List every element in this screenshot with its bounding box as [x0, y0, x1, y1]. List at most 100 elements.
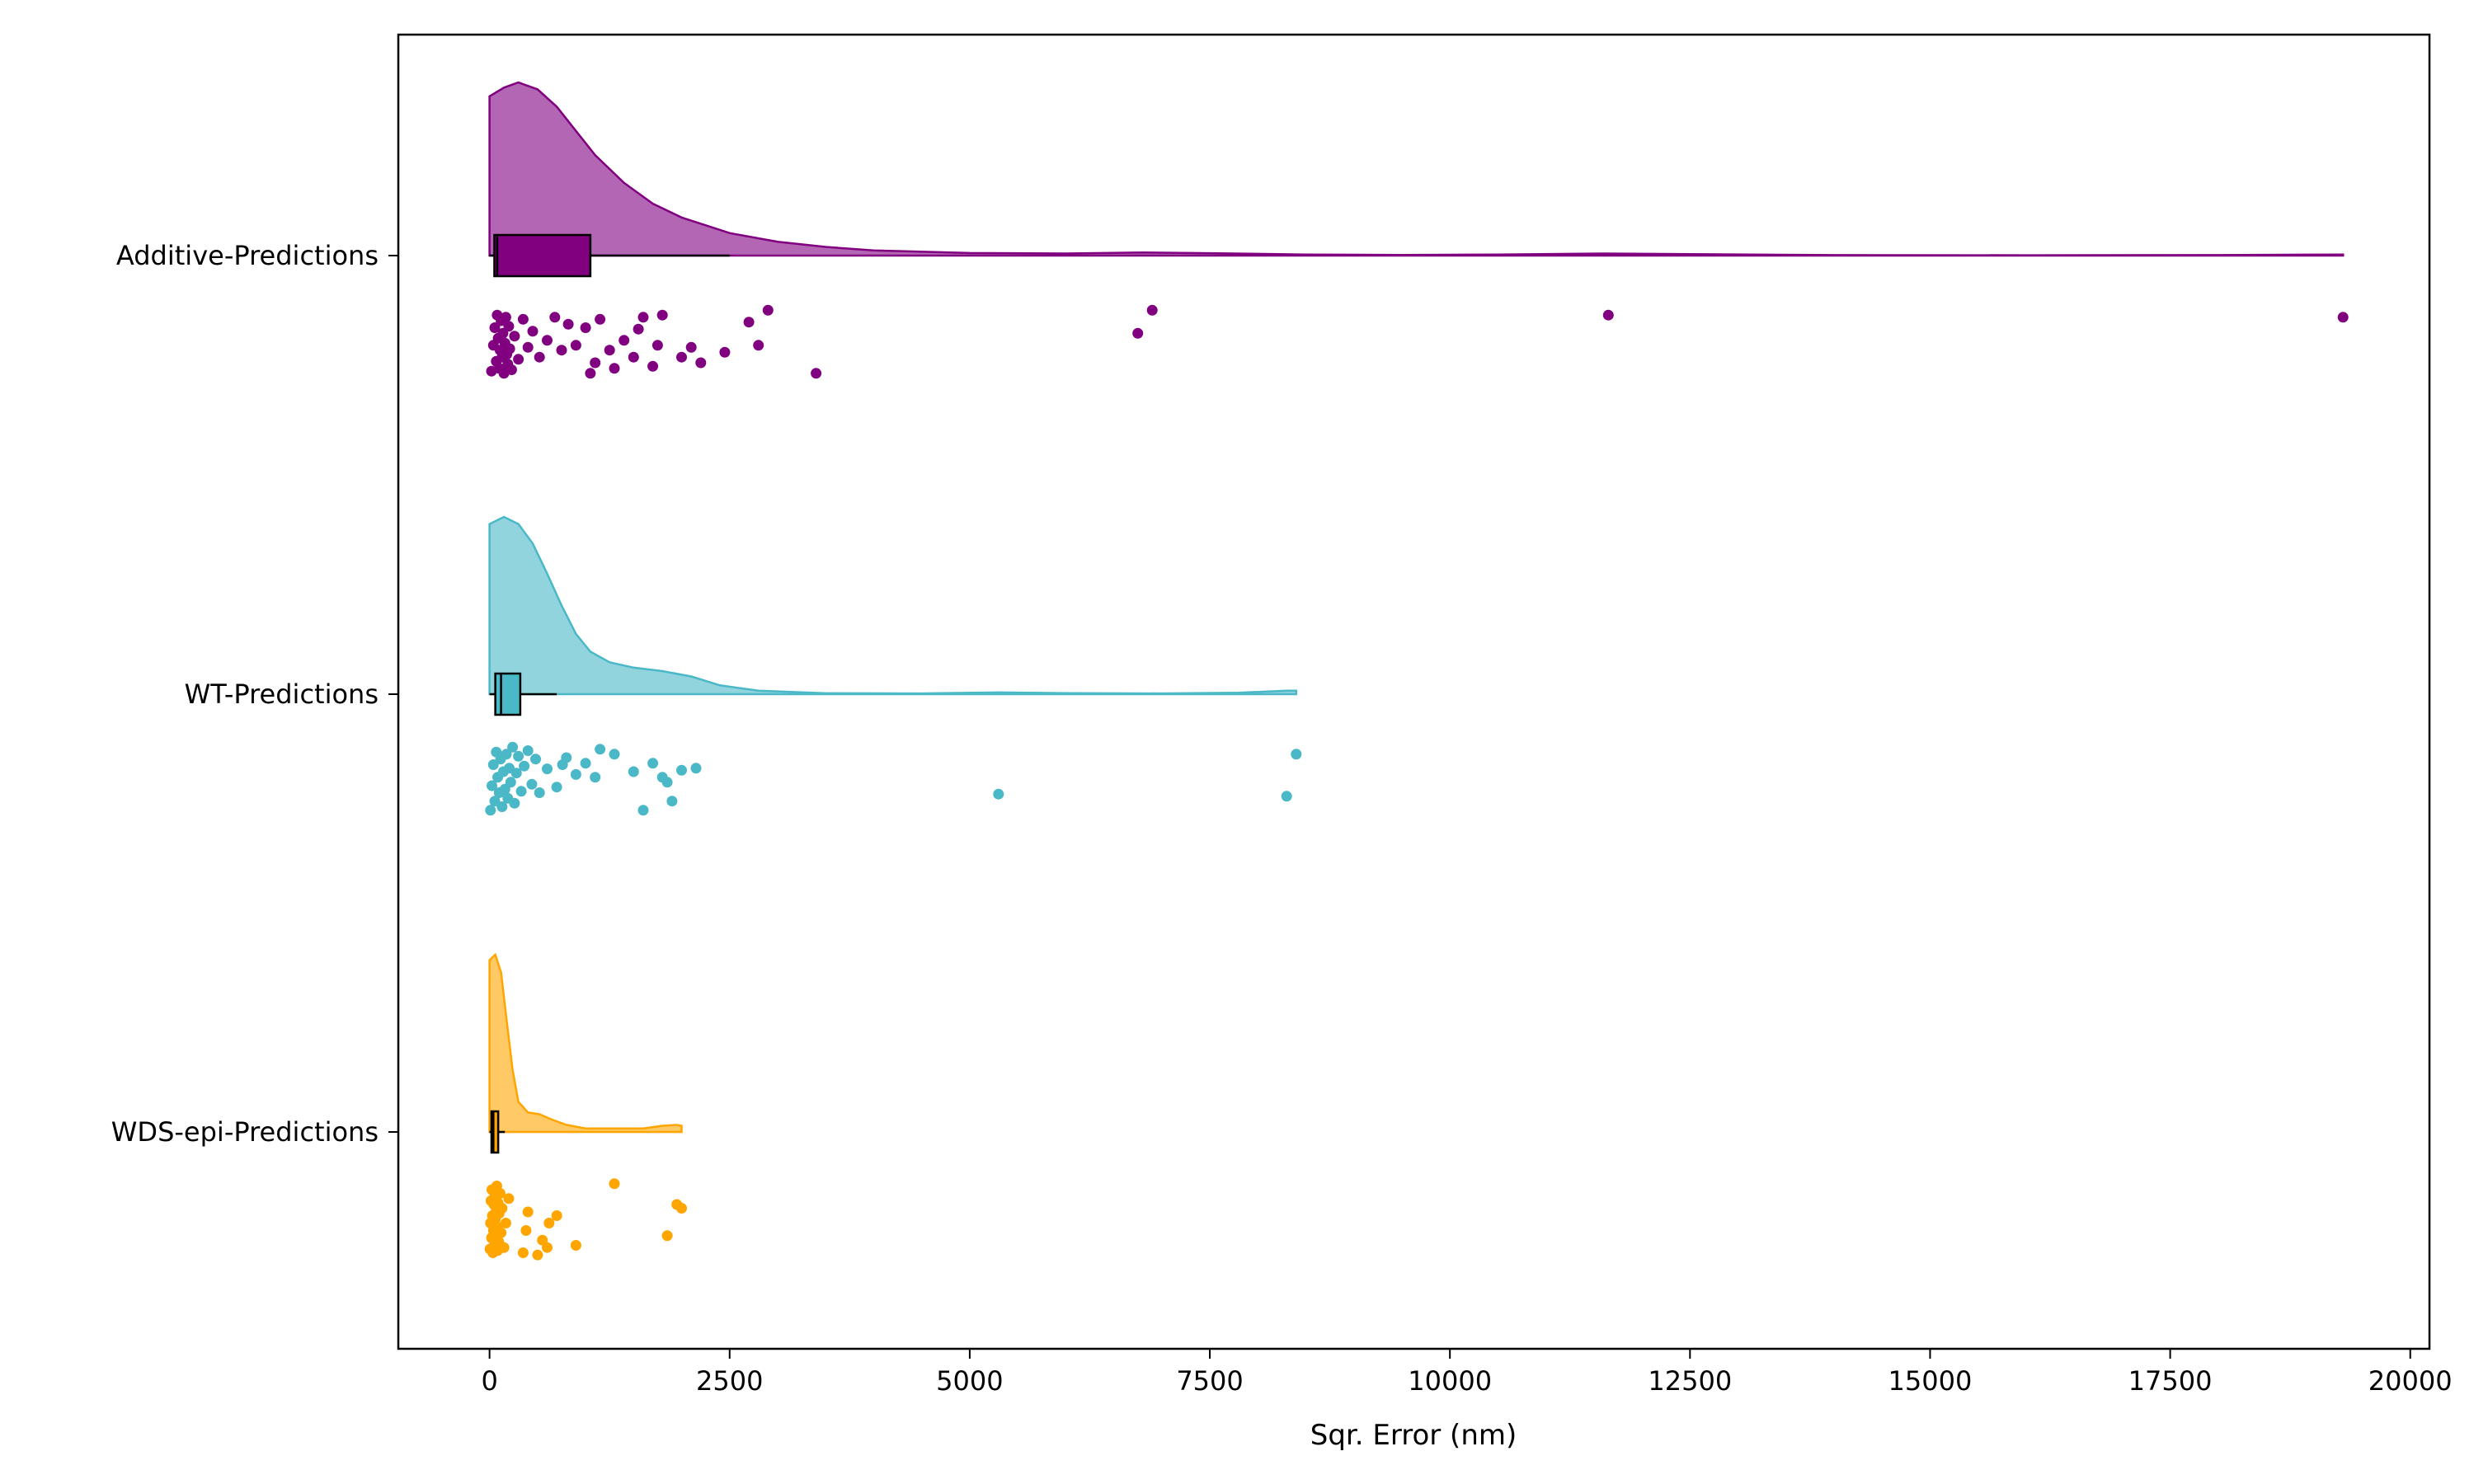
data-point-wt-predictions: [1291, 749, 1302, 760]
data-point-wt-predictions: [1281, 791, 1292, 802]
data-point-additive-predictions: [637, 312, 649, 323]
data-point-wt-predictions: [519, 760, 530, 772]
data-point-additive-predictions: [542, 335, 553, 346]
x-tick-label: 20000: [2368, 1365, 2453, 1397]
data-point-additive-predictions: [633, 323, 644, 335]
data-point-wt-predictions: [666, 796, 678, 807]
data-point-wds-epi-predictions: [542, 1242, 553, 1253]
data-point-wt-predictions: [590, 772, 601, 783]
data-point-additive-predictions: [522, 341, 534, 353]
data-point-additive-predictions: [743, 317, 755, 328]
data-point-additive-predictions: [580, 322, 591, 333]
data-point-wt-predictions: [530, 754, 541, 765]
density-cloud-additive-predictions: [488, 81, 2345, 257]
plot-area-frame: [397, 33, 2431, 1350]
box-additive-predictions: [493, 233, 592, 278]
data-point-additive-predictions: [500, 312, 511, 323]
data-point-wds-epi-predictions: [676, 1203, 687, 1214]
data-point-additive-predictions: [506, 364, 517, 375]
box-wt-predictions: [494, 672, 522, 716]
density-cloud-wds-epi-predictions: [488, 952, 683, 1134]
density-clouds: [488, 81, 2345, 1134]
data-point-wds-epi-predictions: [496, 1227, 507, 1238]
box-plots: [489, 233, 730, 1154]
data-point-wt-predictions: [509, 797, 520, 809]
data-point-wt-predictions: [570, 768, 581, 780]
data-point-additive-predictions: [676, 351, 687, 363]
data-point-additive-predictions: [719, 346, 731, 358]
data-point-wt-predictions: [515, 786, 527, 797]
data-point-additive-predictions: [534, 351, 545, 363]
data-point-wt-predictions: [501, 749, 512, 760]
data-point-wt-predictions: [637, 805, 649, 816]
data-point-additive-predictions: [590, 357, 601, 369]
data-point-additive-predictions: [628, 351, 639, 363]
data-point-wt-predictions: [526, 778, 538, 790]
data-point-additive-predictions: [685, 341, 697, 353]
data-point-wt-predictions: [505, 777, 516, 788]
data-point-additive-predictions: [1602, 309, 1614, 321]
data-point-wds-epi-predictions: [570, 1240, 581, 1251]
data-point-additive-predictions: [695, 357, 707, 369]
data-point-additive-predictions: [595, 313, 606, 325]
data-point-additive-predictions: [609, 363, 620, 374]
data-point-wt-predictions: [487, 780, 497, 791]
data-point-wt-predictions: [496, 801, 508, 812]
density-cloud-wt-predictions: [488, 515, 1298, 696]
data-point-wt-predictions: [513, 750, 524, 762]
data-point-wt-predictions: [507, 741, 519, 753]
data-point-wt-predictions: [580, 758, 591, 769]
data-point-additive-predictions: [549, 312, 561, 323]
data-point-wds-epi-predictions: [661, 1230, 673, 1242]
box-wds-epi-predictions: [490, 1110, 500, 1154]
data-point-wds-epi-predictions: [496, 1203, 508, 1214]
data-point-wds-epi-predictions: [517, 1247, 529, 1258]
data-point-wds-epi-predictions: [551, 1210, 562, 1221]
data-point-additive-predictions: [762, 304, 774, 316]
data-point-additive-predictions: [604, 345, 615, 356]
x-tick-label: 5000: [936, 1365, 1003, 1397]
data-point-additive-predictions: [1132, 327, 1144, 339]
data-point-wt-predictions: [561, 752, 572, 763]
data-point-additive-predictions: [509, 331, 520, 342]
data-point-additive-predictions: [527, 326, 539, 337]
x-tick-label: 0: [481, 1365, 497, 1397]
y-tick-label: WT-Predictions: [185, 679, 379, 710]
data-point-additive-predictions: [585, 368, 596, 379]
data-point-additive-predictions: [562, 318, 574, 330]
data-point-wds-epi-predictions: [543, 1218, 555, 1228]
data-point-wt-predictions: [489, 796, 501, 807]
data-point-additive-predictions: [651, 340, 663, 351]
data-point-wt-predictions: [551, 782, 562, 793]
data-point-wt-predictions: [485, 805, 496, 816]
data-point-wt-predictions: [510, 768, 522, 779]
data-point-wds-epi-predictions: [494, 1188, 506, 1199]
data-point-wt-predictions: [487, 759, 499, 770]
data-point-wds-epi-predictions: [522, 1206, 534, 1218]
data-point-additive-predictions: [570, 340, 581, 351]
data-point-wt-predictions: [647, 758, 659, 769]
data-point-additive-predictions: [618, 335, 630, 346]
data-point-wds-epi-predictions: [520, 1225, 532, 1236]
y-tick-label: WDS-epi-Predictions: [111, 1116, 379, 1148]
data-point-additive-predictions: [503, 321, 515, 332]
data-point-additive-predictions: [2337, 312, 2349, 323]
data-point-additive-predictions: [489, 322, 501, 333]
data-point-additive-predictions: [556, 345, 567, 356]
y-tick-label: Additive-Predictions: [116, 240, 379, 271]
x-tick-label: 17500: [2128, 1365, 2213, 1397]
data-point-additive-predictions: [1146, 304, 1158, 316]
data-point-additive-predictions: [811, 368, 822, 379]
data-point-additive-predictions: [753, 340, 764, 351]
data-point-wt-predictions: [993, 788, 1004, 800]
x-tick-label: 15000: [1888, 1365, 1973, 1397]
data-point-wt-predictions: [661, 777, 673, 788]
data-point-wt-predictions: [690, 763, 702, 774]
data-point-wt-predictions: [628, 766, 639, 777]
data-point-additive-predictions: [513, 354, 524, 365]
data-point-additive-predictions: [517, 313, 529, 325]
x-axis-title: Sqr. Error (nm): [1310, 1419, 1517, 1452]
data-point-wds-epi-predictions: [500, 1218, 511, 1228]
data-point-wt-predictions: [609, 749, 620, 760]
data-point-wds-epi-predictions: [498, 1242, 510, 1253]
